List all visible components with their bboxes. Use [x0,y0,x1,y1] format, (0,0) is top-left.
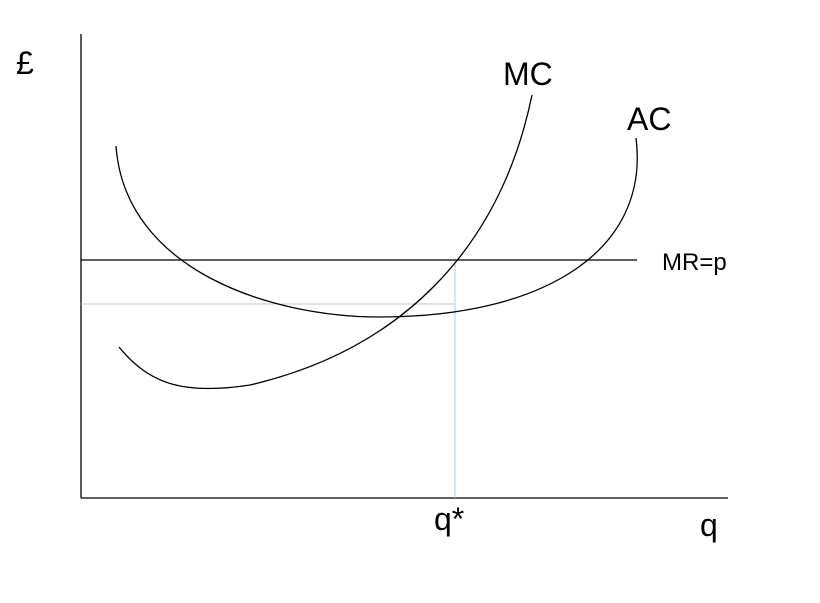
mc-curve [118,94,533,390]
x-axis-label: q [700,507,718,543]
mr-line-label: MR=p [662,249,727,276]
ac-curve-label: AC [627,101,671,137]
ac-curve [115,137,638,318]
y-axis-label: £ [16,45,34,81]
mc-curve-label: MC [503,56,553,92]
q-star-label: q* [434,501,464,537]
